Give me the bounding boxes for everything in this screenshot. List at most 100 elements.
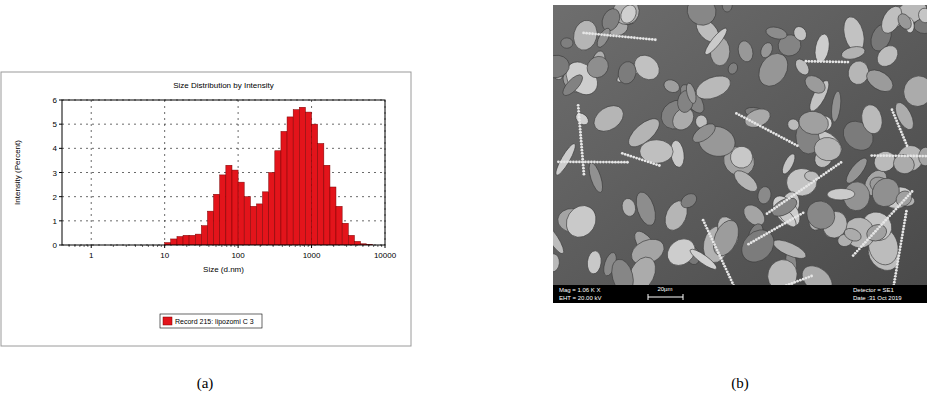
- histogram-bar: [299, 107, 305, 245]
- sem-dendrite: [880, 223, 883, 226]
- sem-dendrite: [579, 131, 582, 134]
- sem-dendrite: [891, 154, 894, 157]
- sem-dendrite: [904, 219, 907, 222]
- sem-dendrite: [581, 149, 584, 152]
- minor-tick: [84, 245, 85, 247]
- sem-dendrite: [624, 153, 627, 156]
- sem-eht: EHT = 20.00 kV: [559, 295, 601, 301]
- sem-dendrite: [780, 136, 783, 139]
- histogram-bar: [275, 151, 281, 245]
- sem-dendrite: [609, 34, 612, 37]
- sem-dendrite: [790, 282, 793, 285]
- sem-dendrite: [760, 235, 763, 238]
- sem-dendrite: [900, 154, 903, 157]
- tick-label: 2: [53, 193, 58, 202]
- caption: (a): [197, 375, 214, 392]
- sem-dendrite: [918, 155, 921, 158]
- minor-tick: [157, 245, 158, 247]
- sem-dendrite: [805, 60, 808, 63]
- tick-label: 5: [53, 120, 58, 129]
- sem-grain: [726, 61, 739, 75]
- sem-dendrite: [557, 160, 560, 163]
- sem-dendrite: [805, 277, 808, 280]
- sem-dendrite: [754, 122, 757, 125]
- sem-dendrite: [823, 60, 826, 63]
- sem-scale-label: 20µm: [657, 286, 672, 292]
- sem-dendrite: [593, 161, 596, 164]
- sem-dendrite: [578, 116, 581, 119]
- sem-dendrite: [582, 167, 585, 170]
- minor-tick: [295, 245, 296, 247]
- sem-dendrite: [711, 238, 714, 241]
- tick: [385, 245, 386, 248]
- sem-dendrite: [590, 161, 593, 164]
- sem-dendrite: [786, 220, 789, 223]
- sem-dendrite: [860, 245, 863, 248]
- grid-line: [62, 172, 385, 173]
- sem-grain: [842, 226, 863, 244]
- sem-dendrite: [712, 240, 715, 243]
- sem-grain: [827, 188, 855, 200]
- sem-dendrite: [777, 134, 780, 137]
- sem-dendrite: [580, 146, 583, 149]
- histogram-bar: [214, 194, 220, 245]
- sem-dendrite: [822, 173, 825, 176]
- sem-dendrite: [594, 33, 597, 36]
- sem-dendrite: [834, 60, 837, 63]
- minor-tick: [74, 245, 75, 247]
- sem-dendrite: [807, 276, 810, 279]
- y-axis-label: Intensity (Percent): [13, 140, 22, 205]
- sem-dendrite: [796, 280, 799, 283]
- sem-dendrite: [560, 160, 563, 163]
- sem-dendrite: [768, 211, 771, 214]
- sem-dendrite: [612, 34, 615, 37]
- sem-dendrite: [895, 119, 898, 122]
- sem-dendrite: [882, 221, 885, 224]
- sem-dendrite: [876, 228, 879, 231]
- sem-dendrite: [901, 201, 904, 204]
- sem-dendrite: [719, 257, 722, 260]
- sem-dendrite: [799, 213, 802, 216]
- sem-dendrite: [585, 32, 588, 35]
- sem-dendrite: [893, 278, 896, 281]
- sem-dendrite: [896, 263, 899, 266]
- sem-dendrite: [894, 154, 897, 157]
- sem-dendrite: [581, 161, 584, 164]
- grid-line: [164, 100, 165, 245]
- histogram-bar: [195, 234, 201, 245]
- sem-dendrite: [898, 125, 901, 128]
- sem-dendrite: [900, 239, 903, 242]
- sem-dendrite: [578, 161, 581, 164]
- histogram-bar: [208, 211, 214, 245]
- sem-grain: [693, 71, 734, 103]
- sem-grain: [801, 195, 840, 235]
- sem-grain: [759, 41, 775, 60]
- sem-dendrite: [892, 111, 895, 114]
- minor-tick: [373, 245, 374, 247]
- sem-grain: [793, 57, 812, 78]
- sem-dendrite: [837, 163, 840, 166]
- grid-line: [62, 124, 385, 125]
- tick-label: 1: [89, 251, 94, 260]
- sem-dendrite: [563, 160, 566, 163]
- sem-grain: [895, 11, 914, 31]
- sem-date: Date :31 Oct 2019: [853, 295, 902, 301]
- sem-dendrite: [778, 204, 781, 207]
- sem-dendrite: [840, 61, 843, 64]
- sem-image: [553, 5, 927, 285]
- sem-grain: [560, 200, 601, 243]
- sem-dendrite: [597, 33, 600, 36]
- sem-grain: [742, 105, 773, 131]
- sem-dendrite: [615, 35, 618, 38]
- sem-dendrite: [572, 160, 575, 163]
- sem-dendrite: [778, 225, 781, 228]
- sem-dendrite: [617, 161, 620, 164]
- sem-dendrite: [627, 36, 630, 39]
- sem-grain: [599, 6, 623, 34]
- sem-dendrite: [882, 154, 885, 157]
- sem-dendrite: [652, 162, 655, 165]
- sem-dendrite: [577, 107, 580, 110]
- sem-grain: [771, 236, 809, 262]
- sem-dendrite: [638, 158, 641, 161]
- sem-dendrite: [903, 199, 906, 202]
